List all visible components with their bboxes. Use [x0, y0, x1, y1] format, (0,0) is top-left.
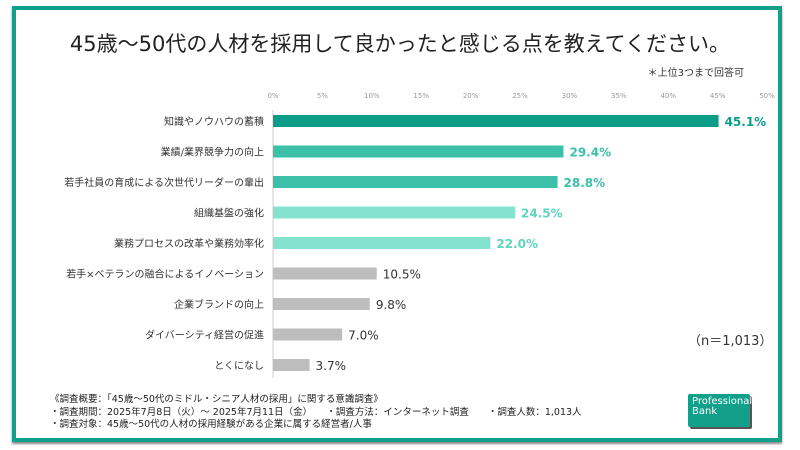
category-label: 業績/業界競争力の向上: [161, 146, 264, 159]
category-label: 知識やノウハウの蓄積: [164, 115, 264, 128]
category-label: 企業ブランドの向上: [174, 298, 264, 311]
bar: [273, 206, 516, 219]
footer-line: 《調査概要：「45歳～50代のミドル・シニア人材の採用」に関する意識調査》: [50, 394, 383, 405]
bar: [273, 145, 564, 158]
data-label: 22.0%: [496, 237, 538, 251]
x-tick-label: 5%: [317, 92, 328, 100]
category-label: 若手社員の育成による次世代リーダーの輩出: [64, 176, 264, 189]
category-label: 組織基盤の強化: [194, 207, 264, 220]
bar: [273, 298, 370, 310]
data-label: 45.1%: [725, 115, 767, 129]
bar: [273, 328, 343, 341]
bar: [273, 237, 491, 249]
data-label: 9.8%: [376, 298, 407, 312]
category-label: ダイバーシティ経営の促進: [145, 329, 264, 342]
survey-footer: 《調査概要：「45歳～50代のミドル・シニア人材の採用」に関する意識調査》 ・調…: [50, 394, 582, 432]
data-label: 10.5%: [383, 268, 421, 282]
footer-line: ・調査期間：2025年7月8日（火）～ 2025年7月11日（金） ・調査方法：…: [50, 406, 582, 418]
data-label: 28.8%: [564, 176, 606, 190]
x-tick-label: 0%: [267, 92, 278, 100]
chart-frame: [12, 6, 782, 442]
data-label: 3.7%: [316, 359, 347, 373]
category-label: 業務プロセスの改革や業務効率化: [114, 237, 264, 250]
data-label: 24.5%: [521, 207, 563, 221]
bar: [273, 176, 558, 188]
x-tick-label: 20%: [463, 92, 479, 100]
x-tick-label: 30%: [562, 92, 578, 100]
data-label: 7.0%: [348, 329, 379, 343]
x-tick-label: 25%: [512, 92, 528, 100]
bar: [273, 267, 377, 280]
x-tick-label: 40%: [660, 92, 676, 100]
professional-bank-logo: Professional Bank: [688, 394, 752, 427]
data-label: 29.4%: [569, 146, 611, 160]
sample-size: （n＝1,013）: [688, 334, 773, 349]
x-tick-label: 10%: [364, 92, 380, 100]
x-tick-label: 45%: [710, 92, 726, 100]
x-tick-label: 50%: [759, 92, 775, 100]
x-tick-label: 35%: [611, 92, 627, 100]
footer-line: ・調査対象：45歳～50代の人材の採用経験がある企業に属する経営者/人事: [50, 419, 372, 430]
category-label: 若手×ベテランの融合によるイノベーション: [66, 268, 264, 281]
note: ＊上位3つまで回答可: [647, 68, 744, 79]
x-tick-label: 15%: [413, 92, 429, 100]
category-label: とくになし: [214, 360, 264, 372]
chart-title: 45歳～50代の人材を採用して良かったと感じる点を教えてください。: [69, 32, 731, 56]
bar: [273, 115, 719, 127]
bar: [273, 359, 310, 371]
